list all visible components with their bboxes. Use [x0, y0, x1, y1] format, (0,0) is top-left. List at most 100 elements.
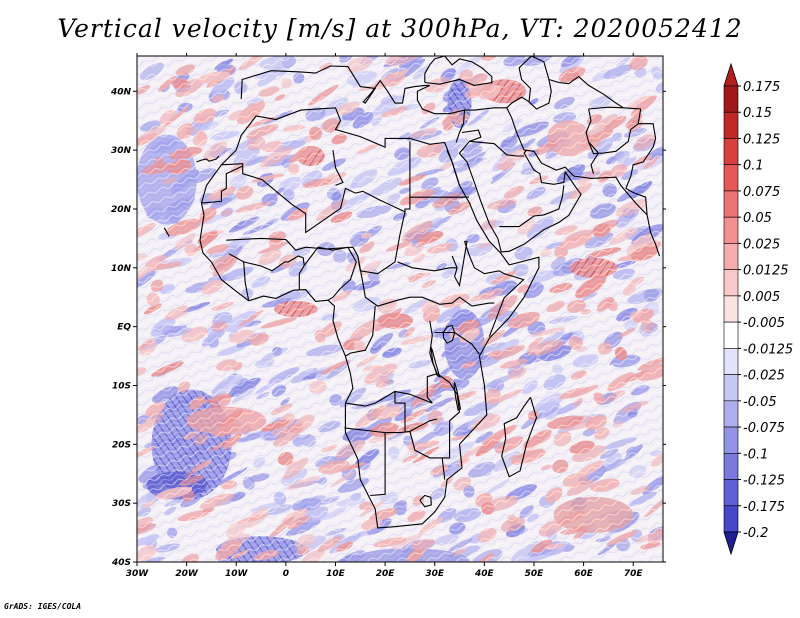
colorbar-label: -0.175	[743, 500, 785, 515]
y-tick-label: 10S	[112, 381, 131, 391]
x-tick-label: 40E	[474, 569, 495, 579]
colorbar-segment	[723, 243, 739, 270]
plot-frame	[136, 55, 664, 563]
colorbar-segment	[723, 400, 739, 428]
iraq-iran	[506, 96, 530, 109]
heatmap-field	[137, 56, 663, 562]
west-africa-1	[228, 253, 305, 290]
y-tick-label: EQ	[117, 323, 131, 333]
x-tick-label: 60E	[574, 569, 594, 579]
arabian-peninsula	[458, 149, 582, 253]
colorbar-label: 0.1	[743, 159, 764, 174]
colorbar-segment	[723, 452, 739, 480]
drc-east	[394, 320, 438, 432]
x-tick-label: 10W	[225, 569, 249, 579]
y-tick-label: 40S	[111, 558, 131, 568]
colorbar-segment	[723, 190, 739, 218]
colorbar-label: 0.005	[743, 290, 780, 305]
middle-east-1	[464, 107, 525, 151]
colorbar-segment	[723, 216, 739, 244]
colorbar-label: -0.025	[743, 369, 785, 384]
colorbar-bottom-arrow	[723, 531, 739, 556]
algeria-libya	[332, 150, 344, 186]
nigeria-cameroon	[303, 246, 357, 301]
cape-verde	[163, 227, 170, 237]
angola	[345, 390, 396, 407]
madagascar	[501, 396, 538, 478]
lake-malawi	[453, 382, 462, 412]
central-africa	[357, 255, 495, 307]
x-tick-label: 30E	[425, 569, 445, 579]
lake-victoria	[442, 324, 456, 344]
colorbar-label: 0.125	[743, 132, 780, 147]
middle-east-2	[459, 129, 482, 154]
x-tick-label: 30W	[126, 569, 150, 579]
yemen-oman	[499, 185, 565, 228]
sahara-border-2	[201, 165, 243, 204]
y-tick-label: 20S	[112, 440, 131, 450]
turkmen	[548, 75, 624, 109]
colorbar-segment	[723, 295, 739, 323]
colorbar-label: 0.15	[743, 106, 772, 121]
colorbar-segment	[723, 479, 739, 507]
field-texture	[137, 56, 663, 562]
x-tick-label: 0	[283, 569, 289, 579]
mediterranean-north	[240, 65, 466, 143]
coastlines-borders	[163, 56, 661, 529]
saudi-borders	[469, 140, 525, 157]
mozambique-w	[436, 373, 461, 480]
colorbar-label: -0.075	[743, 421, 785, 436]
black-sea	[424, 56, 493, 86]
ethiopia-sudan	[451, 240, 468, 288]
colorbar-segment	[723, 138, 739, 166]
colorbar-label: -0.05	[743, 395, 777, 410]
congo-basin	[345, 306, 376, 357]
x-tick-label: 20E	[376, 569, 396, 579]
southern-2	[409, 431, 443, 459]
tanzania	[434, 331, 480, 355]
colorbar-label: -0.1	[743, 447, 768, 462]
colorbar-top-arrow	[723, 62, 739, 87]
y-tick-label: 20N	[111, 205, 132, 215]
colorbar-label: 0.025	[743, 237, 780, 252]
colorbar-segment	[723, 321, 739, 349]
colorbar-label: 0.05	[743, 211, 772, 226]
red-sea-west	[446, 150, 461, 186]
colorbar-segment	[723, 374, 739, 402]
colorbar-label: 0.0125	[743, 264, 789, 279]
y-tick-label: 10N	[111, 264, 132, 274]
colorbar-segment	[723, 85, 739, 113]
chart-title: Vertical velocity [m/s] at 300hPa, VT: 2…	[57, 14, 743, 43]
colorbar: 0.175 0.15 0.125 0.1 0.075 0.05 0.025 0.0125 0.0…	[723, 62, 793, 556]
credit-text: GrADS: IGES/COLA	[4, 602, 82, 611]
sahara-border-1	[221, 141, 411, 234]
india-west	[625, 187, 648, 215]
colorbar-segment	[723, 426, 739, 454]
afghanistan	[588, 106, 642, 155]
horn-borders	[463, 241, 525, 337]
caspian	[518, 56, 552, 110]
canary	[196, 155, 220, 163]
west-africa-2	[243, 261, 250, 301]
persian-gulf-north	[524, 149, 661, 257]
southern-1	[370, 432, 386, 497]
colorbar-label: -0.125	[743, 474, 785, 489]
colorbar-segment	[723, 111, 739, 139]
colorbar-label: -0.2	[743, 526, 768, 541]
y-tick-label: 40N	[110, 87, 132, 97]
x-tick-label: 10E	[326, 569, 346, 579]
x-tick-label: 20W	[175, 569, 199, 579]
pakistan-india	[625, 123, 657, 189]
sudan-ss	[397, 261, 458, 272]
y-tick-label: 30S	[112, 499, 131, 509]
y-axis: 40N 30N 20N 10N EQ 10S 20S 30S 40S	[110, 87, 666, 568]
x-tick-label: 50E	[525, 569, 545, 579]
colorbar-segment	[723, 348, 739, 375]
colorbar-label: -0.0125	[743, 342, 793, 357]
africa-coast	[199, 107, 540, 529]
colorbar-segment	[723, 269, 739, 297]
x-tick-label: 70E	[624, 569, 644, 579]
y-tick-label: 30N	[111, 146, 132, 156]
lake-tanganyika	[430, 346, 441, 378]
